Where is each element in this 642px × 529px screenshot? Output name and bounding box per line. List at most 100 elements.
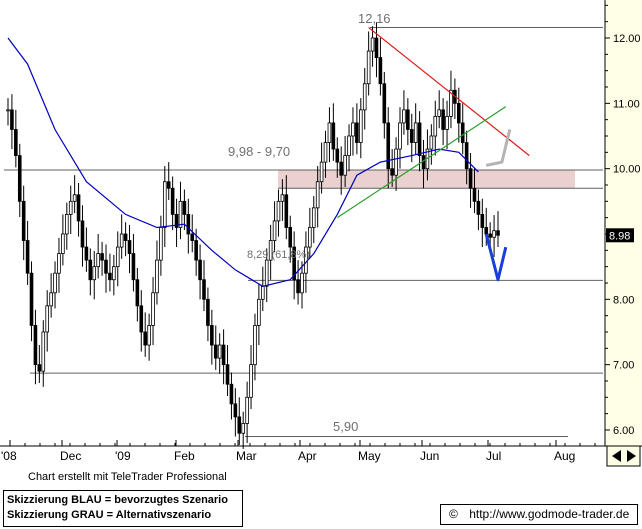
candle-body xyxy=(221,344,226,366)
candle-body xyxy=(327,122,332,143)
candle-body xyxy=(331,122,336,150)
candle-body xyxy=(355,122,359,143)
candle-body xyxy=(76,194,81,222)
candle-body xyxy=(170,187,175,215)
candle-body xyxy=(166,181,171,189)
candle-body xyxy=(249,364,253,398)
candle-body xyxy=(323,142,328,163)
candle-body xyxy=(339,161,343,176)
candle-body xyxy=(347,135,351,156)
candle-body xyxy=(315,181,320,209)
candle-body xyxy=(441,109,445,130)
support-trendline xyxy=(336,106,507,219)
y-tick-label: 7.00 xyxy=(613,360,634,372)
low-label: 5,90 xyxy=(333,419,358,434)
copyright-box[interactable]: © http://www.godmode-trader.de xyxy=(440,504,638,525)
candle-body xyxy=(386,122,391,170)
candle-body xyxy=(370,37,375,52)
candle-body xyxy=(29,272,34,326)
candle-body xyxy=(257,298,261,326)
candle-body xyxy=(151,292,155,326)
zone-label: 9,98 - 9,70 xyxy=(228,144,290,159)
candle-body xyxy=(394,148,398,176)
candle-body xyxy=(351,122,355,137)
candle-body xyxy=(115,246,120,268)
candle-body xyxy=(402,109,406,124)
candle-body xyxy=(80,220,85,248)
fib-label: 8,29 (61,8%) xyxy=(247,249,310,261)
candle-body xyxy=(127,240,132,254)
arrow-left-icon[interactable] xyxy=(612,450,621,462)
candle-body xyxy=(198,259,202,281)
candle-body xyxy=(178,200,183,228)
last-price-label: 8.98 xyxy=(609,230,630,242)
scenario-blue-note: Skizzierung BLAU = bevorzugtes Szenario xyxy=(7,494,228,506)
candle-body xyxy=(433,115,438,137)
x-tick-label: Apr xyxy=(298,449,317,463)
candle-body xyxy=(429,135,434,150)
candle-body xyxy=(280,194,285,202)
candle-body xyxy=(186,213,191,235)
candle-body xyxy=(174,213,179,228)
candle-body xyxy=(233,403,238,418)
candle-body xyxy=(33,325,38,366)
candle-body xyxy=(162,181,167,228)
candle-body xyxy=(472,187,477,202)
candle-body xyxy=(155,259,159,294)
candle-body xyxy=(284,194,289,228)
candle-body xyxy=(68,200,73,215)
candle-body xyxy=(492,230,496,238)
candle-body xyxy=(210,325,214,346)
candle-body xyxy=(437,109,441,117)
candle-body xyxy=(61,233,65,254)
candle-body xyxy=(476,200,481,215)
x-tick-label: Mar xyxy=(236,449,257,463)
scenario-blue-path xyxy=(484,233,508,282)
y-axis-panel xyxy=(605,0,642,446)
candle-body xyxy=(456,102,461,124)
candle-body xyxy=(413,122,418,143)
candle-body xyxy=(292,246,296,281)
candle-body xyxy=(488,233,492,238)
candle-body xyxy=(202,279,206,300)
copyright-symbol: © xyxy=(449,507,458,521)
candle-body xyxy=(398,122,402,150)
candle-body xyxy=(41,331,46,372)
candle-body xyxy=(25,240,30,274)
candle-body xyxy=(135,279,140,307)
chart-area: 12,16 5,90 9,98 - 9,70 8,29 (61,8%) 12.00 11… xyxy=(0,0,642,468)
candle-body xyxy=(17,155,22,202)
scroll-arrows[interactable] xyxy=(606,445,641,467)
candle-body xyxy=(409,129,414,143)
x-tick-label: Aug xyxy=(554,449,575,463)
candle-body xyxy=(237,416,242,434)
copyright-link[interactable]: http://www.godmode-trader.de xyxy=(469,507,630,521)
candle-body xyxy=(406,109,410,130)
candle-body xyxy=(100,253,104,261)
candle-body xyxy=(245,396,249,424)
candle-body xyxy=(480,213,485,228)
candle-body xyxy=(308,227,312,248)
candle-body xyxy=(143,331,148,346)
candle-body xyxy=(300,272,304,294)
candle-body xyxy=(449,89,453,117)
candle-body xyxy=(139,305,144,333)
candle-body xyxy=(362,83,367,111)
candle-body xyxy=(272,220,277,241)
x-tick-label: Jun xyxy=(420,449,439,463)
arrow-right-icon[interactable] xyxy=(627,450,636,462)
candle-body xyxy=(229,383,234,405)
candle-body xyxy=(382,83,387,124)
scenario-legend-box: Skizzierung BLAU = bevorzugtes Szenario … xyxy=(3,490,243,527)
candle-body xyxy=(49,292,53,307)
candle-body xyxy=(112,266,116,281)
x-tick-label: '09 xyxy=(115,449,131,463)
candle-body xyxy=(343,155,347,176)
candle-body xyxy=(108,272,112,281)
candle-body xyxy=(417,122,422,156)
candle-body xyxy=(460,122,465,143)
candle-body xyxy=(14,129,18,156)
candle-body xyxy=(264,259,269,287)
x-tick-label: '08 xyxy=(1,449,17,463)
candle-body xyxy=(296,279,300,294)
